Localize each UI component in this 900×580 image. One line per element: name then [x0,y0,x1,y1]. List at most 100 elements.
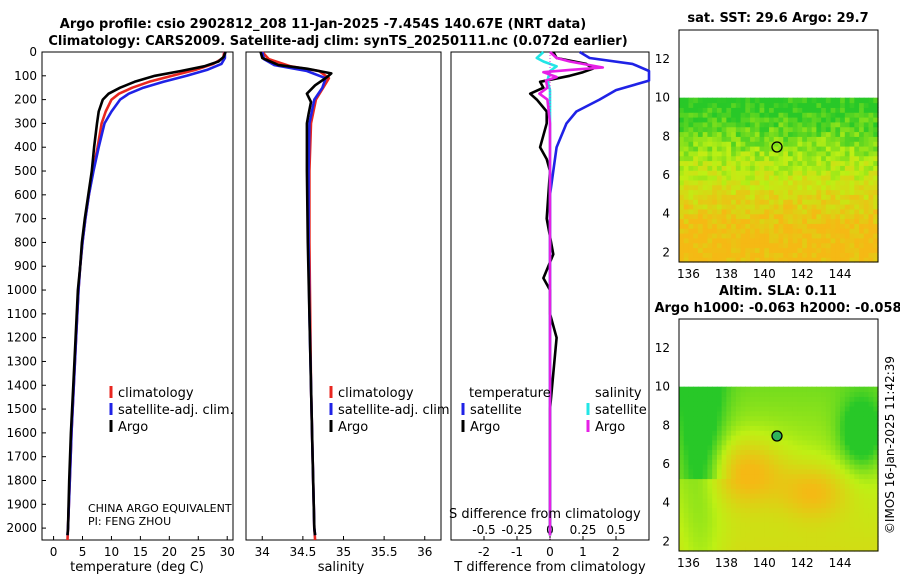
heatmap-cell [816,155,822,162]
heatmap-cell [726,430,732,436]
heatmap-cell [759,473,765,480]
heatmap-cell [787,454,794,460]
heatmap-cell [859,141,865,147]
heatmap-cell [840,464,846,470]
heatmap-cell [811,199,818,205]
latitude-tick-label: 12 [655,341,670,355]
heatmap-cell [811,517,818,523]
heatmap-cell [863,107,870,113]
heatmap-cell [707,208,713,215]
heatmap-cell [707,464,713,470]
heatmap-cell [773,121,780,128]
heatmap-cell [712,396,718,402]
heatmap-cell [792,517,799,523]
heatmap-cell [868,425,874,431]
heatmap-cell [854,175,860,181]
heatmap-cell [769,97,775,104]
heatmap-cell [783,464,789,470]
heatmap-cell [702,386,709,393]
heatmap-cell [802,386,808,393]
heatmap-cell [849,435,855,441]
heatmap-cell [778,497,784,504]
heatmap-cell [816,247,822,253]
heatmap-cell [840,117,846,123]
heatmap-cell [787,242,794,249]
heatmap-cell [849,97,855,104]
heatmap-cell [712,218,718,224]
heatmap-cell [764,208,770,215]
heatmap-cell [707,213,713,220]
heatmap-cell [854,522,860,528]
heatmap-cell [726,155,732,162]
heatmap-cell [873,526,879,533]
heatmap-cell [868,473,874,480]
heatmap-cell [835,126,841,133]
heatmap-cell [806,546,813,552]
heatmap-cell [840,512,846,518]
heatmap-cell [868,439,874,446]
heatmap-cell [707,410,713,417]
heatmap-cell [811,189,818,195]
heatmap-cell [821,199,827,205]
heatmap-cell [764,175,770,181]
heatmap-cell [825,386,832,393]
heatmap-cell [693,430,699,436]
heatmap-cell [764,536,770,542]
heatmap-cell [863,121,870,128]
heatmap-cell [802,141,808,147]
heatmap-cell [735,483,742,489]
heatmap-cell [830,464,836,470]
heatmap-cell [802,464,808,470]
heatmap-cell [769,430,775,436]
heatmap-cell [750,546,756,552]
heatmap-cell [792,146,799,152]
heatmap-cell [873,459,879,465]
heatmap-cell [844,121,851,128]
heatmap-cell [859,208,865,215]
heatmap-cell [778,112,784,118]
heatmap-cell [806,121,813,128]
heatmap-cell [754,218,761,224]
heatmap-cell [868,252,874,258]
heatmap-cell [712,435,718,441]
heatmap-cell [844,155,851,162]
heatmap-cell [693,102,699,108]
latitude-tick-label: 10 [655,91,670,105]
heatmap-cell [787,396,794,402]
heatmap-cell [769,439,775,446]
heatmap-cell [750,536,756,542]
heatmap-cell [735,541,742,547]
heatmap-cell [735,141,742,147]
heatmap-cell [679,526,685,533]
heatmap-cell [797,107,803,113]
heatmap-cell [859,401,865,407]
heatmap-cell [844,396,851,402]
heatmap-cell [759,449,765,455]
heatmap-cell [754,199,761,205]
heatmap-cell [854,136,860,142]
heatmap-cell [787,146,794,152]
heatmap-cell [683,386,690,393]
heatmap-cell [830,536,836,542]
heatmap-cell [816,257,822,263]
heatmap-cell [764,184,770,191]
heatmap-cell [868,488,874,494]
heatmap-cell [716,531,723,538]
heatmap-cell [863,483,870,489]
heatmap-cell [731,541,737,547]
heatmap-cell [821,160,827,166]
heatmap-cell [702,189,709,195]
heatmap-cell [688,252,694,258]
heatmap-cell [778,228,784,234]
heatmap-cell [854,199,860,205]
heatmap-cell [821,517,827,523]
heatmap-cell [787,420,794,426]
heatmap-cell [707,459,713,465]
heatmap-cell [778,468,784,475]
heatmap-cell [863,160,870,166]
heatmap-cell [750,401,756,407]
heatmap-cell [769,410,775,417]
heatmap-cell [868,531,874,538]
heatmap-cell [778,126,784,133]
heatmap-cell [868,478,874,484]
